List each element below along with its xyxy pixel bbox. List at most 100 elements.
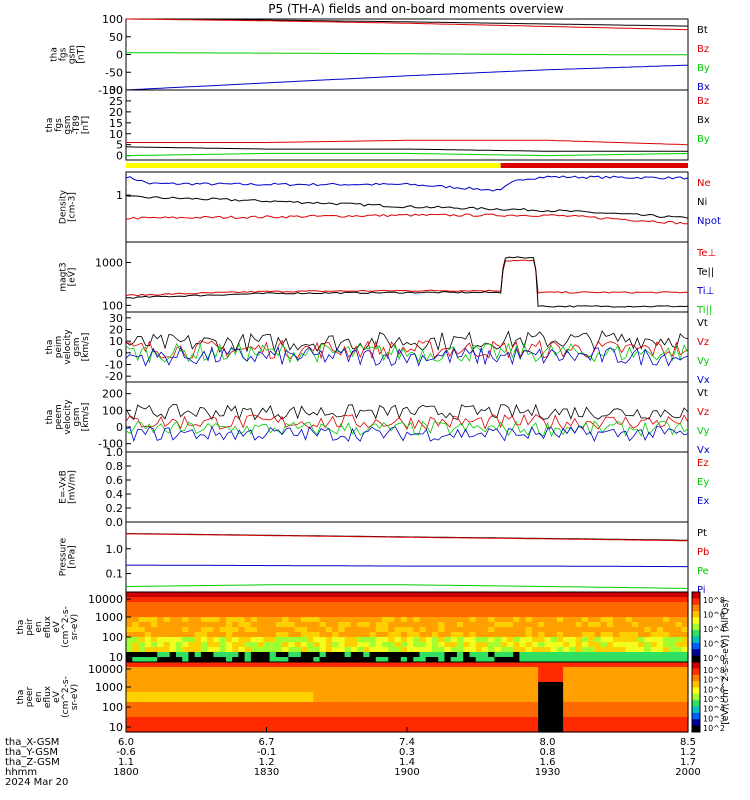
heatmap-cell: [150, 717, 158, 723]
heatmap-cell: [500, 627, 508, 633]
heatmap-cell: [132, 692, 140, 698]
heatmap-cell: [400, 722, 408, 728]
heatmap-cell: [513, 627, 520, 633]
heatmap-cell: [250, 637, 258, 643]
heatmap-cell: [250, 627, 258, 633]
heatmap-cell: [175, 672, 183, 678]
heatmap-cell: [581, 677, 589, 683]
heatmap-cell: [600, 687, 608, 693]
heatmap-cell: [325, 637, 333, 643]
heatmap-cell: [300, 637, 308, 643]
heatmap-cell: [300, 662, 308, 668]
heatmap-cell: [444, 717, 452, 723]
heatmap-cell: [488, 592, 496, 598]
heatmap-cell: [681, 677, 689, 683]
heatmap-cell: [232, 692, 239, 698]
heatmap-cell: [244, 702, 252, 708]
heatmap-cell: [525, 642, 533, 648]
heatmap-cell: [188, 627, 196, 633]
heatmap-cell: [538, 667, 545, 673]
heatmap-cell: [207, 682, 215, 688]
heatmap-cell: [594, 602, 602, 608]
heatmap-cell: [481, 657, 489, 663]
heatmap-cell: [375, 707, 383, 713]
heatmap-cell: [150, 652, 158, 658]
heatmap-cell: [144, 657, 152, 663]
heatmap-cell: [469, 657, 477, 663]
y-axis-label: [nPa]: [68, 545, 78, 568]
heatmap-cell: [194, 607, 202, 613]
heatmap-cell: [238, 612, 246, 618]
heatmap-cell: [313, 677, 321, 683]
heatmap-cell: [388, 612, 396, 618]
heatmap-cell: [263, 687, 271, 693]
heatmap-cell: [438, 727, 446, 733]
heatmap-cell: [144, 597, 152, 603]
heatmap-cell: [663, 602, 670, 608]
heatmap-cell: [550, 642, 558, 648]
heatmap-cell: [138, 612, 146, 618]
heatmap-cell: [644, 647, 652, 653]
heatmap-cell: [407, 592, 414, 598]
heatmap-cell: [382, 697, 389, 703]
heatmap-cell: [338, 677, 346, 683]
heatmap-cell: [213, 677, 221, 683]
heatmap-cell: [638, 662, 645, 668]
heatmap-cell: [544, 687, 552, 693]
heatmap-cell: [244, 722, 252, 728]
heatmap-cell: [513, 727, 520, 733]
colorbar-segment: [692, 725, 700, 733]
heatmap-cell: [581, 667, 589, 673]
heatmap-cell: [169, 707, 177, 713]
legend-entry: Bx: [697, 115, 710, 126]
heatmap-cell: [431, 607, 439, 613]
heatmap-cell: [213, 637, 221, 643]
heatmap-cell: [575, 652, 583, 658]
heatmap-cell: [325, 682, 333, 688]
heatmap-cell: [438, 687, 446, 693]
y-axis-label: eV: [52, 620, 62, 633]
heatmap-cell: [481, 607, 489, 613]
heatmap-cell: [363, 692, 371, 698]
heatmap-cell: [194, 722, 202, 728]
heatmap-cell: [450, 627, 458, 633]
heatmap-cell: [675, 722, 683, 728]
heatmap-cell: [288, 612, 296, 618]
heatmap-cell: [681, 597, 689, 603]
x-axis-row-label: tha_Y-GSM: [5, 747, 58, 758]
heatmap-cell: [263, 622, 271, 628]
heatmap-cell: [275, 687, 283, 693]
heatmap-cell: [463, 622, 471, 628]
heatmap-cell: [650, 652, 658, 658]
heatmap-cell: [169, 702, 177, 708]
heatmap-cell: [606, 627, 614, 633]
heatmap-cell: [600, 707, 608, 713]
heatmap-cell: [450, 647, 458, 653]
heatmap-cell: [369, 622, 377, 628]
heatmap-cell: [282, 647, 289, 653]
heatmap-cell: [263, 592, 271, 598]
heatmap-cell: [200, 672, 208, 678]
heatmap-cell: [675, 642, 683, 648]
heatmap-cell: [419, 667, 427, 673]
heatmap-cell: [500, 702, 508, 708]
x-tick-label: 1800: [113, 767, 138, 778]
heatmap-cell: [369, 662, 377, 668]
heatmap-cell: [232, 597, 239, 603]
heatmap-cell: [463, 667, 471, 673]
heatmap-cell: [332, 677, 339, 683]
heatmap-cell: [157, 717, 165, 723]
y-tick-label: 20: [109, 324, 123, 337]
heatmap-cell: [531, 637, 539, 643]
heatmap-cell: [294, 687, 302, 693]
colorbar-segment: [692, 700, 700, 708]
heatmap-cell: [444, 637, 452, 643]
heatmap-cell: [481, 672, 489, 678]
heatmap-cell: [150, 612, 158, 618]
heatmap-cell: [538, 597, 545, 603]
x-tick-label: 1930: [535, 767, 560, 778]
heatmap-cell: [669, 652, 677, 658]
heatmap-cell: [313, 687, 321, 693]
heatmap-cell: [332, 622, 339, 628]
